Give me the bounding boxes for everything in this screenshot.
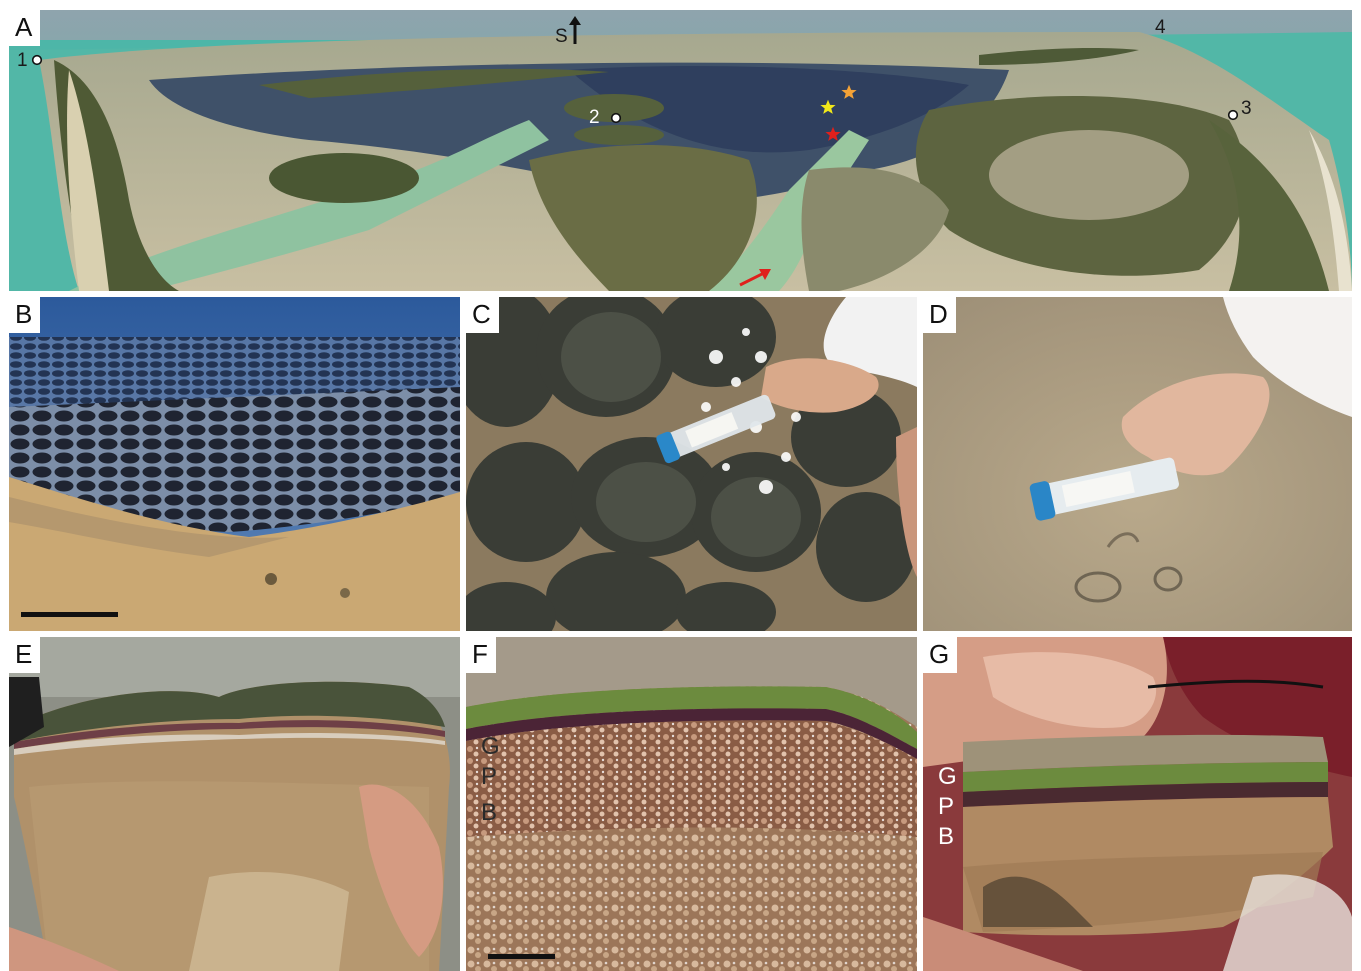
panel-d-sediment-image — [923, 297, 1352, 631]
panel-f-bottom-layer-label: B — [481, 799, 498, 826]
panel-d-label: D — [923, 297, 956, 333]
panel-b-label: B — [9, 297, 41, 333]
orange-star-icon — [841, 84, 857, 99]
panel-d: D — [923, 297, 1352, 631]
site-2-marker — [610, 112, 622, 124]
panel-f-label: F — [466, 637, 496, 673]
panel-c-mat-image — [466, 297, 917, 631]
panel-g-green-layer-label: G — [938, 763, 957, 790]
site-3-marker — [1227, 109, 1239, 121]
panel-f: F G P B — [466, 637, 917, 971]
panel-a: A S 1 2 3 4 — [9, 10, 1352, 291]
panel-g-bottom-layer-label: B — [938, 823, 955, 850]
panel-a-aerial-image — [9, 10, 1352, 291]
panel-b-flat-image — [9, 297, 460, 631]
panel-a-label: A — [9, 10, 41, 46]
panel-f-layer-closeup-image — [466, 637, 917, 971]
site-2-label: 2 — [589, 107, 600, 128]
site-4-label: 4 — [1155, 17, 1166, 38]
red-arrow-icon — [739, 269, 771, 287]
panel-g: G G P B — [923, 637, 1352, 971]
panel-e: E — [9, 637, 460, 971]
panel-c-label: C — [466, 297, 499, 333]
panel-e-cross-section-image — [9, 637, 460, 971]
north-arrow-icon — [569, 16, 581, 44]
red-star-icon — [825, 126, 841, 141]
panel-f-purple-layer-label: P — [481, 763, 498, 790]
panel-g-purple-layer-label: P — [938, 793, 955, 820]
panel-c: C — [466, 297, 917, 631]
site-1-label: 1 — [17, 50, 28, 71]
site-1-marker — [31, 54, 43, 66]
panel-g-label: G — [923, 637, 958, 673]
panel-f-scale-bar — [488, 954, 555, 959]
panel-b-scale-bar — [21, 612, 118, 617]
yellow-star-icon — [820, 99, 836, 114]
panel-b: B — [9, 297, 460, 631]
compass-south-label: S — [555, 26, 568, 47]
panel-g-layered-slice-image — [923, 637, 1352, 971]
panel-f-green-layer-label: G — [481, 733, 500, 760]
site-3-label: 3 — [1241, 98, 1252, 119]
panel-e-label: E — [9, 637, 41, 673]
